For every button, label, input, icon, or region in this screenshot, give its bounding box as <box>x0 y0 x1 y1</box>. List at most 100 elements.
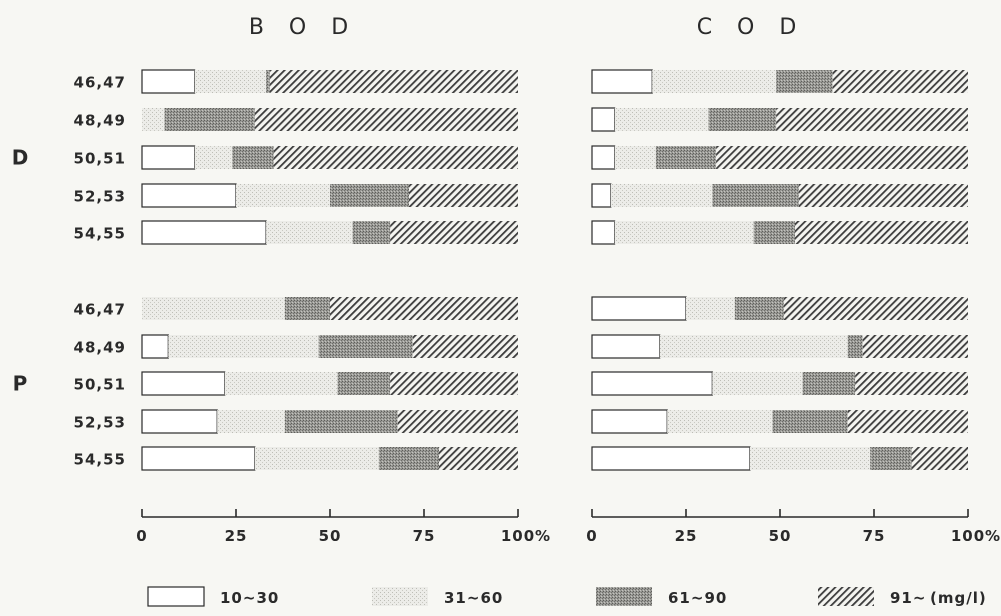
bar-segment <box>776 70 833 93</box>
category-label: 46,47 <box>74 74 126 92</box>
bar-segment <box>141 69 196 94</box>
bar-segment <box>217 410 285 433</box>
x-tick-label: 50 <box>769 527 792 545</box>
bar-segment <box>397 410 518 433</box>
bar-segment <box>284 410 398 433</box>
bar-segment <box>141 220 267 245</box>
x-tick-label: 0 <box>586 527 597 545</box>
bar-segment <box>330 184 409 207</box>
bar-segment <box>911 447 968 470</box>
x-tick-label: 0 <box>136 527 147 545</box>
bar-segment <box>591 220 616 245</box>
bar-segment <box>266 221 353 244</box>
bar-segment <box>591 145 616 170</box>
bar-segment <box>284 297 330 320</box>
group-label: P <box>13 372 28 396</box>
bar-segment <box>783 297 968 320</box>
bar-segment <box>591 334 661 359</box>
bar-segment <box>610 184 713 207</box>
bar-segment <box>667 410 773 433</box>
bar-segment <box>254 447 379 470</box>
bar-segment <box>847 335 863 358</box>
panel-title: B O D <box>249 15 357 40</box>
bar-segment <box>798 184 968 207</box>
bar-segment <box>232 146 274 169</box>
bar-segment <box>273 146 518 169</box>
bar-segment <box>352 221 391 244</box>
bar-segment <box>655 146 717 169</box>
bar-segment <box>855 372 968 395</box>
bar-segment <box>776 108 968 131</box>
bar-segment <box>772 410 848 433</box>
bar-segment <box>141 183 237 208</box>
x-tick-label: 25 <box>675 527 698 545</box>
percent-sign: % <box>535 527 551 545</box>
bar-segment <box>141 446 256 471</box>
legend-swatch <box>596 587 652 606</box>
bar-segment <box>141 145 196 170</box>
bar-segment <box>337 372 391 395</box>
category-label: 48,49 <box>74 112 126 130</box>
bar-segment <box>734 297 784 320</box>
x-tick-label: 100 <box>951 527 985 545</box>
bar-segment <box>870 447 912 470</box>
legend-swatch <box>818 587 874 606</box>
x-tick-label: 75 <box>413 527 436 545</box>
bar-segment <box>591 296 687 321</box>
bar-segment <box>168 335 319 358</box>
legend-label: 31~60 <box>444 589 503 607</box>
legend-item: 61~90 <box>596 587 727 607</box>
bar-segment <box>236 184 330 207</box>
panel-0: B O D 0 25 50 75 100% <box>136 15 551 545</box>
bar-segment <box>847 410 968 433</box>
bar-segment <box>224 372 338 395</box>
category-label: 50,51 <box>74 376 126 394</box>
bar-segment <box>591 183 612 208</box>
bar-segment <box>390 372 518 395</box>
percent-sign: % <box>985 527 1001 545</box>
bar-segment <box>795 221 968 244</box>
bar-segment <box>591 371 713 396</box>
x-tick-label: 25 <box>225 527 248 545</box>
bar-segment <box>591 446 751 471</box>
bar-segment <box>142 108 165 131</box>
legend-swatch <box>147 586 205 607</box>
legend-item: 91~ <box>818 587 925 607</box>
legend-item: 10~30 <box>147 586 279 607</box>
bar-segment <box>708 108 777 131</box>
bar-segment <box>194 70 266 93</box>
bar-segment <box>716 146 968 169</box>
bar-segment <box>142 297 285 320</box>
bar-segment <box>832 70 968 93</box>
category-label: 48,49 <box>74 339 126 357</box>
category-label: 52,53 <box>74 188 126 206</box>
bar-segment <box>318 335 413 358</box>
bar-segment <box>659 335 848 358</box>
bar-segment <box>614 146 656 169</box>
x-axis: 0 25 50 75 100% <box>136 509 551 545</box>
bar-segment <box>591 409 668 434</box>
bar-segment <box>194 146 233 169</box>
bar-segment <box>712 372 803 395</box>
legend-label: 61~90 <box>668 589 727 607</box>
x-tick-label: 50 <box>319 527 342 545</box>
x-tick-label: 100 <box>501 527 535 545</box>
bar-segment <box>409 184 518 207</box>
legend-label: 10~30 <box>220 589 279 607</box>
bar-segment <box>802 372 856 395</box>
category-label: 46,47 <box>74 301 126 319</box>
panel-title: C O D <box>697 15 806 40</box>
bar-segment <box>254 108 519 131</box>
bar-segment <box>330 297 518 320</box>
category-label: 50,51 <box>74 150 126 168</box>
legend-swatch <box>372 587 428 606</box>
bar-segment <box>614 108 709 131</box>
bar-segment <box>412 335 518 358</box>
group-label: D <box>12 146 29 170</box>
panel-1: C O D 0 25 50 75 100% <box>586 15 1001 545</box>
bar-segment <box>141 409 218 434</box>
bar-segment <box>753 221 796 244</box>
bar-segment <box>390 221 518 244</box>
